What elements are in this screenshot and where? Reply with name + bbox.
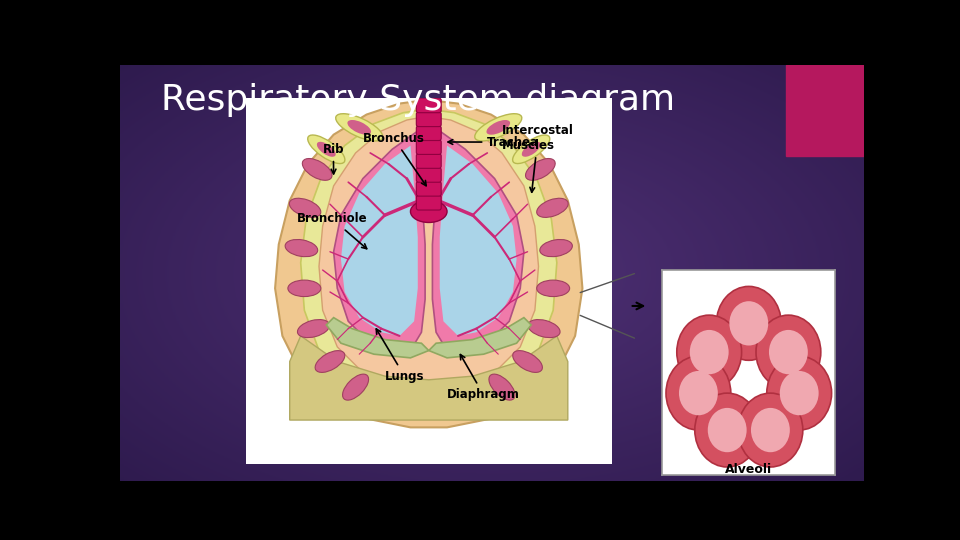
Circle shape xyxy=(666,356,731,430)
Circle shape xyxy=(716,286,781,360)
Circle shape xyxy=(751,408,790,452)
Circle shape xyxy=(780,371,819,415)
Bar xyxy=(786,65,864,156)
Circle shape xyxy=(730,301,768,346)
Text: Respiratory System diagram: Respiratory System diagram xyxy=(160,83,675,117)
Circle shape xyxy=(708,408,747,452)
Text: Alveoli: Alveoli xyxy=(725,463,773,476)
Circle shape xyxy=(695,393,759,467)
Circle shape xyxy=(689,330,729,374)
Circle shape xyxy=(767,356,831,430)
Circle shape xyxy=(677,315,741,389)
FancyArrowPatch shape xyxy=(633,302,643,309)
Circle shape xyxy=(769,330,807,374)
Circle shape xyxy=(679,371,718,415)
Circle shape xyxy=(738,393,803,467)
Circle shape xyxy=(756,315,821,389)
